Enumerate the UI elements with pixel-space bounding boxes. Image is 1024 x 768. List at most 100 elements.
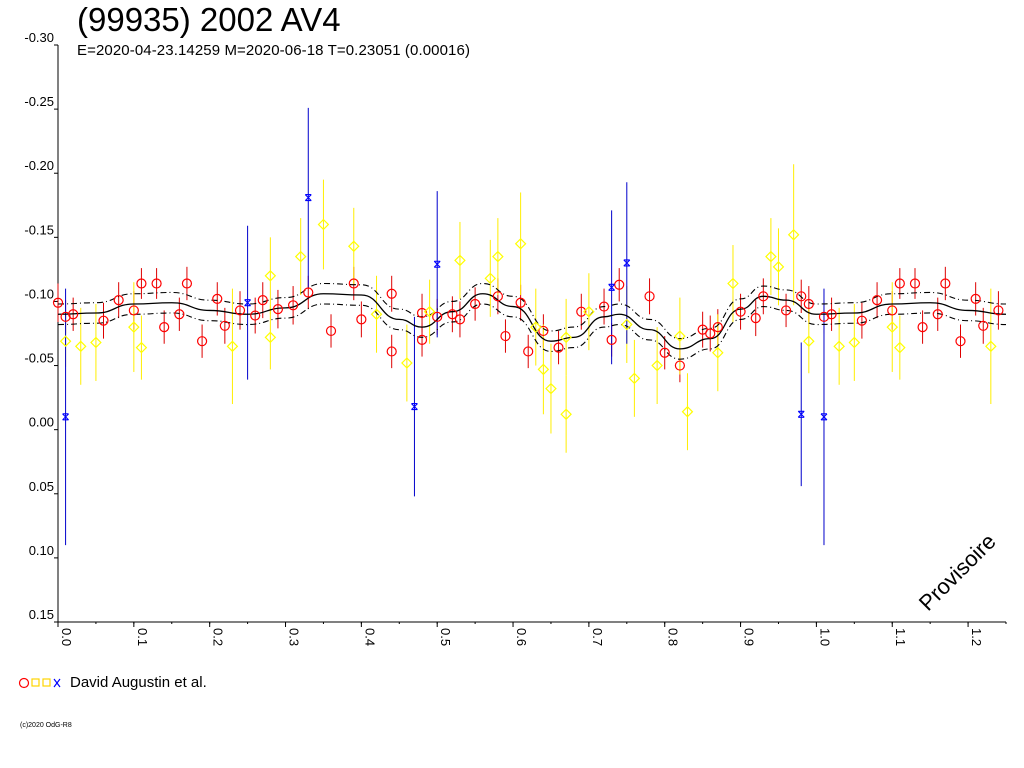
fit-curve-upper — [57, 282, 1007, 340]
legend-symbols — [18, 677, 61, 688]
data-point-circle — [940, 278, 951, 289]
data-point-circle — [68, 309, 79, 320]
x-tick-label: 0.1 — [135, 628, 150, 646]
data-point-circle — [712, 321, 723, 333]
data-markers — [52, 194, 1004, 421]
data-point-cross — [623, 259, 631, 267]
data-point-circle — [750, 313, 761, 324]
data-point-circle — [447, 309, 458, 320]
data-point-cross — [62, 413, 69, 421]
data-point-cross — [244, 299, 251, 307]
data-point-circle — [212, 293, 223, 304]
data-point-diamond — [454, 254, 466, 267]
data-point-cross — [820, 413, 828, 421]
data-point-circle — [181, 278, 193, 289]
data-point-circle — [659, 347, 670, 358]
data-point-diamond — [401, 357, 413, 369]
data-point-diamond — [59, 335, 72, 347]
legend-cross-marker — [53, 678, 61, 687]
x-tick-label: 0.8 — [666, 628, 681, 646]
data-point-circle — [826, 309, 837, 320]
data-point-diamond — [765, 250, 777, 263]
data-point-circle — [60, 311, 71, 322]
data-point-diamond — [651, 359, 663, 372]
data-point-circle — [128, 305, 139, 316]
data-point-circle — [606, 334, 617, 346]
y-tick-label: -0.10 — [24, 286, 54, 301]
data-point-circle — [325, 325, 337, 337]
data-point-circle — [159, 321, 170, 333]
data-point-circle — [970, 293, 981, 304]
data-point-circle — [932, 309, 943, 320]
data-point-diamond — [628, 372, 641, 385]
data-point-circle — [492, 291, 503, 302]
data-point-cross — [433, 260, 441, 268]
copyright-note: (c)2020 OdG-R8 — [20, 722, 72, 729]
data-point-circle — [136, 278, 147, 289]
chart-subtitle: E=2020-04-23.14259 M=2020-06-18 T=0.2305… — [77, 42, 471, 59]
data-point-diamond — [727, 277, 739, 290]
data-point-diamond — [787, 228, 800, 241]
data-point-circle — [894, 278, 905, 289]
data-point-diamond — [317, 218, 330, 231]
y-tick-label: -0.15 — [24, 222, 54, 237]
data-point-circle — [644, 291, 655, 302]
data-point-diamond — [681, 405, 694, 418]
data-point-circle — [856, 315, 868, 326]
x-tick-label: 0.2 — [211, 628, 226, 646]
data-point-diamond — [712, 346, 724, 359]
data-point-diamond — [514, 237, 527, 250]
data-point-diamond — [90, 336, 102, 349]
data-point-diamond — [294, 250, 307, 263]
data-point-diamond — [772, 261, 785, 273]
data-point-diamond — [347, 240, 360, 253]
x-tick-label: 0.4 — [362, 628, 377, 646]
error-bars — [57, 107, 999, 546]
data-point-circle — [98, 315, 109, 326]
data-point-diamond — [674, 330, 686, 342]
data-point-circle — [803, 298, 814, 310]
x-tick-label: 0.6 — [514, 628, 529, 646]
x-tick-label: 0.5 — [438, 628, 453, 646]
data-point-diamond — [74, 340, 87, 353]
data-point-diamond — [803, 335, 815, 347]
fit-curve-lower — [57, 303, 1007, 360]
legend-label: David Augustin et al. — [70, 674, 207, 691]
y-tick-label: -0.30 — [24, 30, 54, 45]
data-point-circle — [470, 298, 481, 310]
data-point-cross — [608, 283, 616, 291]
data-point-circle — [553, 342, 564, 353]
data-point-circle — [454, 314, 466, 325]
data-point-circle — [386, 346, 397, 357]
data-point-circle — [151, 278, 162, 289]
y-tick-label: -0.20 — [24, 158, 54, 173]
data-point-diamond — [537, 363, 550, 376]
data-point-circle — [52, 297, 64, 308]
data-point-circle — [576, 306, 587, 317]
data-point-circle — [303, 287, 314, 298]
data-point-circle — [780, 305, 792, 316]
data-point-diamond — [264, 270, 277, 282]
data-point-circle — [288, 300, 299, 311]
data-point-circle — [196, 336, 208, 347]
chart-title: (99935) 2002 AV4 — [77, 1, 341, 38]
data-point-circle — [909, 278, 921, 289]
data-point-circle — [598, 301, 610, 312]
data-point-diamond — [833, 340, 845, 353]
x-tick-label: 1.2 — [969, 628, 984, 646]
data-point-circle — [515, 297, 526, 308]
legend-diamond-marker-2 — [42, 677, 51, 687]
data-point-circle — [348, 278, 359, 289]
data-point-diamond — [894, 341, 906, 354]
data-point-circle — [735, 306, 746, 317]
data-point-circle — [234, 305, 246, 316]
data-point-circle — [993, 305, 1004, 316]
x-tick-label: 0.3 — [287, 628, 302, 646]
x-tick-label: 0.7 — [590, 628, 605, 646]
fit-curve — [57, 282, 1007, 360]
data-point-diamond — [492, 250, 504, 263]
data-point-cross — [797, 410, 805, 418]
y-tick-label: 0.10 — [29, 543, 54, 558]
data-point-diamond — [529, 321, 542, 333]
data-point-circle — [978, 320, 989, 331]
